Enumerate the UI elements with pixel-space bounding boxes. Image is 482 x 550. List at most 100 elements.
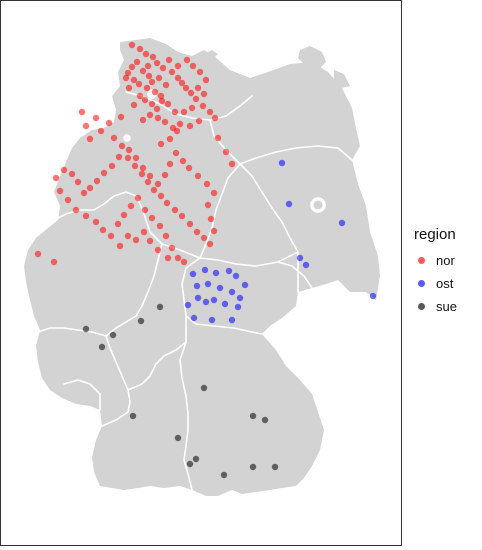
point-nor	[149, 53, 157, 61]
point-nor	[107, 232, 115, 240]
point-nor	[133, 58, 141, 66]
point-nor	[144, 62, 152, 70]
point-nor	[204, 201, 212, 209]
point-nor	[159, 64, 167, 72]
point-nor	[139, 67, 147, 75]
point-nor	[124, 69, 132, 77]
point-ost	[234, 303, 242, 311]
point-sue	[249, 412, 257, 420]
point-nor	[82, 212, 90, 220]
point-sue	[192, 455, 200, 463]
point-nor	[125, 146, 133, 154]
legend-dot-sue	[417, 303, 425, 310]
point-ost	[216, 284, 224, 292]
point-nor	[142, 50, 150, 58]
point-nor	[178, 212, 186, 220]
point-nor	[78, 108, 86, 116]
point-nor	[80, 189, 88, 197]
point-nor	[139, 116, 147, 124]
point-sue	[220, 471, 228, 479]
point-nor	[138, 170, 146, 178]
point-nor	[172, 149, 180, 157]
point-nor	[68, 170, 76, 178]
point-nor	[99, 226, 107, 234]
point-ost	[369, 292, 377, 300]
point-nor	[110, 134, 118, 142]
point-nor	[222, 148, 230, 156]
point-ost	[208, 316, 216, 324]
legend-key	[414, 277, 428, 291]
point-nor	[140, 228, 148, 236]
point-nor	[163, 199, 171, 207]
point-nor	[128, 41, 136, 49]
legend-item-ost: ost	[414, 272, 480, 295]
point-sue	[174, 434, 182, 442]
point-nor	[141, 206, 149, 214]
legend-dot-nor	[417, 257, 425, 264]
point-nor	[127, 202, 135, 210]
point-ost	[189, 270, 197, 278]
point-nor	[165, 56, 173, 64]
legend-dot-ost	[417, 280, 425, 287]
point-nor	[183, 56, 191, 64]
point-nor	[206, 240, 214, 248]
island-ruegen	[298, 46, 326, 70]
point-nor	[150, 186, 158, 194]
point-nor	[151, 88, 159, 96]
point-nor	[174, 74, 182, 82]
point-nor	[108, 162, 116, 170]
point-nor	[153, 59, 161, 67]
point-ost	[232, 272, 240, 280]
point-ost	[338, 219, 346, 227]
point-nor	[60, 166, 68, 174]
point-nor	[125, 84, 133, 92]
point-nor	[157, 192, 165, 200]
point-nor	[180, 258, 188, 266]
point-nor	[154, 180, 162, 188]
point-nor	[161, 171, 169, 179]
point-nor	[146, 111, 154, 119]
point-nor	[206, 108, 214, 116]
point-nor	[136, 45, 144, 53]
point-ost	[278, 159, 286, 167]
point-nor	[86, 184, 94, 192]
point-nor	[189, 62, 197, 70]
point-nor	[148, 100, 156, 108]
point-sue	[186, 460, 194, 468]
point-nor	[188, 104, 196, 112]
point-nor	[168, 68, 176, 76]
germany-map	[0, 0, 402, 546]
point-nor	[164, 100, 172, 108]
legend-key	[414, 300, 428, 314]
point-nor	[157, 140, 165, 148]
point-nor	[174, 62, 182, 70]
point-sue	[137, 317, 145, 325]
point-nor	[135, 80, 143, 88]
point-ost	[225, 267, 233, 275]
point-nor	[161, 118, 169, 126]
point-nor	[211, 114, 219, 122]
island-fehmarn	[204, 50, 218, 58]
point-nor	[153, 105, 161, 113]
point-nor	[92, 218, 100, 226]
point-nor	[171, 206, 179, 214]
point-nor	[155, 74, 163, 82]
point-nor	[185, 164, 193, 172]
point-nor	[162, 81, 170, 89]
point-ost	[201, 266, 209, 274]
point-nor	[162, 232, 170, 240]
point-nor	[186, 122, 194, 130]
point-nor	[120, 211, 128, 219]
point-nor	[195, 117, 203, 125]
point-nor	[194, 84, 202, 92]
point-nor	[164, 254, 172, 262]
point-nor	[131, 162, 139, 170]
point-nor	[97, 127, 105, 135]
state-borders	[37, 89, 353, 491]
point-ost	[236, 294, 244, 302]
point-sue	[261, 416, 269, 424]
point-nor	[56, 187, 64, 195]
point-nor	[173, 127, 181, 135]
map-panel	[0, 0, 402, 546]
point-nor	[116, 242, 124, 250]
